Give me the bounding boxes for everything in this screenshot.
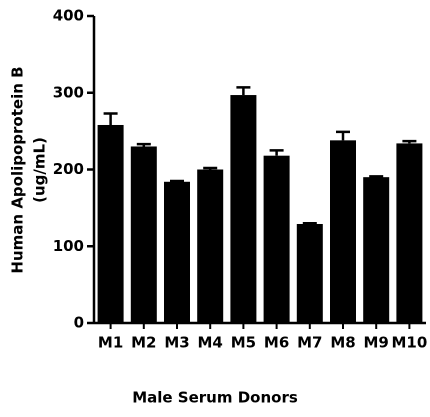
- y-axis-label: Human Apolipoprotein B: [9, 66, 27, 273]
- bar: [130, 146, 157, 323]
- y-tick-label: 300: [53, 83, 84, 101]
- bar: [396, 143, 423, 323]
- error-bar: [170, 179, 184, 183]
- x-tick-label: M10: [391, 334, 427, 352]
- error-bar: [402, 139, 417, 144]
- bar: [363, 177, 390, 323]
- error-bar: [269, 149, 284, 156]
- bar: [230, 95, 257, 324]
- x-tick-label: M6: [264, 334, 289, 352]
- error-bar: [136, 142, 151, 147]
- error-bar: [203, 166, 218, 170]
- x-axis-label: Male Serum Donors: [132, 389, 298, 407]
- bar: [197, 169, 224, 323]
- y-tick-label: 400: [53, 7, 84, 25]
- bar: [164, 181, 190, 323]
- bar: [296, 223, 323, 323]
- bar: [97, 124, 124, 323]
- error-bar: [369, 175, 384, 178]
- error-bar: [103, 112, 118, 125]
- error-bar: [302, 221, 317, 225]
- x-tick-label: M1: [98, 334, 123, 352]
- x-tick-label: M3: [164, 334, 189, 352]
- error-bar: [336, 130, 350, 141]
- x-tick-label: M5: [231, 334, 256, 352]
- y-tick-label: 0: [74, 314, 84, 332]
- bar: [263, 155, 290, 323]
- x-tick-label: M4: [198, 334, 223, 352]
- x-tick-label: M9: [364, 334, 389, 352]
- y-tick-label: 100: [53, 237, 84, 255]
- y-axis-label: (ug/mL): [31, 137, 49, 203]
- error-bar: [236, 86, 251, 96]
- x-tick-label: M7: [297, 334, 322, 352]
- x-tick-label: M2: [131, 334, 156, 352]
- x-tick-label: M8: [330, 334, 355, 352]
- y-tick-label: 200: [53, 160, 84, 178]
- bar: [330, 140, 356, 323]
